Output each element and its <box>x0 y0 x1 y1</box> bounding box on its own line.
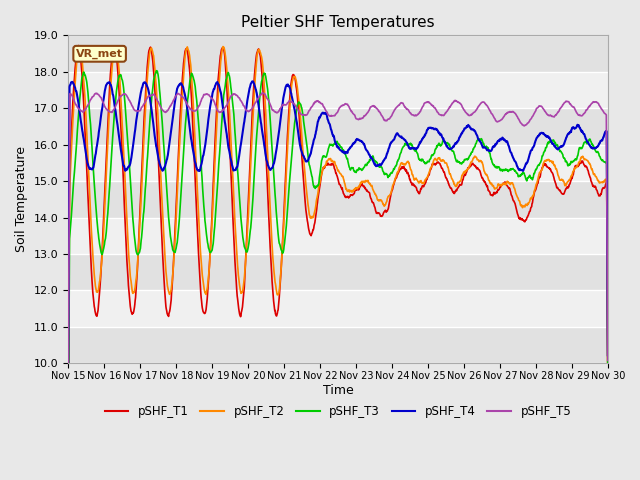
Line: pSHF_T3: pSHF_T3 <box>68 71 608 480</box>
pSHF_T3 <box>604 373 612 379</box>
pSHF_T4 <box>248 78 256 84</box>
Bar <box>68 327 608 363</box>
pSHF_T4 <box>604 352 612 358</box>
pSHF_T2 <box>64 464 72 470</box>
pSHF_T1 <box>75 43 83 48</box>
Bar <box>68 36 608 72</box>
pSHF_T3 <box>184 91 192 96</box>
pSHF_T2 <box>540 159 548 165</box>
pSHF_T5 <box>493 118 500 124</box>
pSHF_T2 <box>245 201 253 206</box>
pSHF_T5 <box>604 358 612 363</box>
pSHF_T1 <box>245 189 253 194</box>
pSHF_T3 <box>422 161 429 167</box>
pSHF_T2 <box>219 44 227 49</box>
pSHF_T5 <box>171 95 179 100</box>
Text: VR_met: VR_met <box>76 48 123 59</box>
pSHF_T2 <box>184 47 192 52</box>
Line: pSHF_T2: pSHF_T2 <box>68 47 608 467</box>
pSHF_T1 <box>172 222 179 228</box>
pSHF_T4 <box>540 131 548 137</box>
pSHF_T1 <box>493 190 500 195</box>
pSHF_T4 <box>493 141 500 146</box>
pSHF_T5 <box>259 90 266 96</box>
pSHF_T5 <box>244 108 252 114</box>
pSHF_T3 <box>540 149 548 155</box>
pSHF_T1 <box>184 56 192 62</box>
X-axis label: Time: Time <box>323 384 353 397</box>
pSHF_T4 <box>184 111 192 117</box>
pSHF_T2 <box>171 239 179 244</box>
pSHF_T1 <box>604 381 612 387</box>
pSHF_T1 <box>422 180 429 185</box>
pSHF_T5 <box>540 107 548 113</box>
pSHF_T5 <box>422 100 429 106</box>
pSHF_T4 <box>422 131 429 136</box>
Line: pSHF_T1: pSHF_T1 <box>68 46 608 458</box>
pSHF_T5 <box>184 103 192 109</box>
pSHF_T1 <box>540 162 548 168</box>
pSHF_T4 <box>171 99 179 105</box>
pSHF_T4 <box>64 407 72 412</box>
pSHF_T3 <box>493 164 500 169</box>
pSHF_T5 <box>64 408 72 413</box>
pSHF_T1 <box>64 456 72 461</box>
pSHF_T2 <box>604 382 612 387</box>
Legend: pSHF_T1, pSHF_T2, pSHF_T3, pSHF_T4, pSHF_T5: pSHF_T1, pSHF_T2, pSHF_T3, pSHF_T4, pSHF… <box>100 401 576 423</box>
pSHF_T2 <box>422 176 429 182</box>
Line: pSHF_T5: pSHF_T5 <box>68 93 608 410</box>
pSHF_T4 <box>244 91 252 97</box>
Bar <box>68 181 608 217</box>
pSHF_T3 <box>172 249 179 254</box>
pSHF_T3 <box>153 68 161 73</box>
Bar <box>68 108 608 144</box>
pSHF_T3 <box>245 240 253 246</box>
Bar <box>68 254 608 290</box>
Title: Peltier SHF Temperatures: Peltier SHF Temperatures <box>241 15 435 30</box>
Line: pSHF_T4: pSHF_T4 <box>68 81 608 409</box>
pSHF_T2 <box>493 185 500 191</box>
Y-axis label: Soil Temperature: Soil Temperature <box>15 146 28 252</box>
